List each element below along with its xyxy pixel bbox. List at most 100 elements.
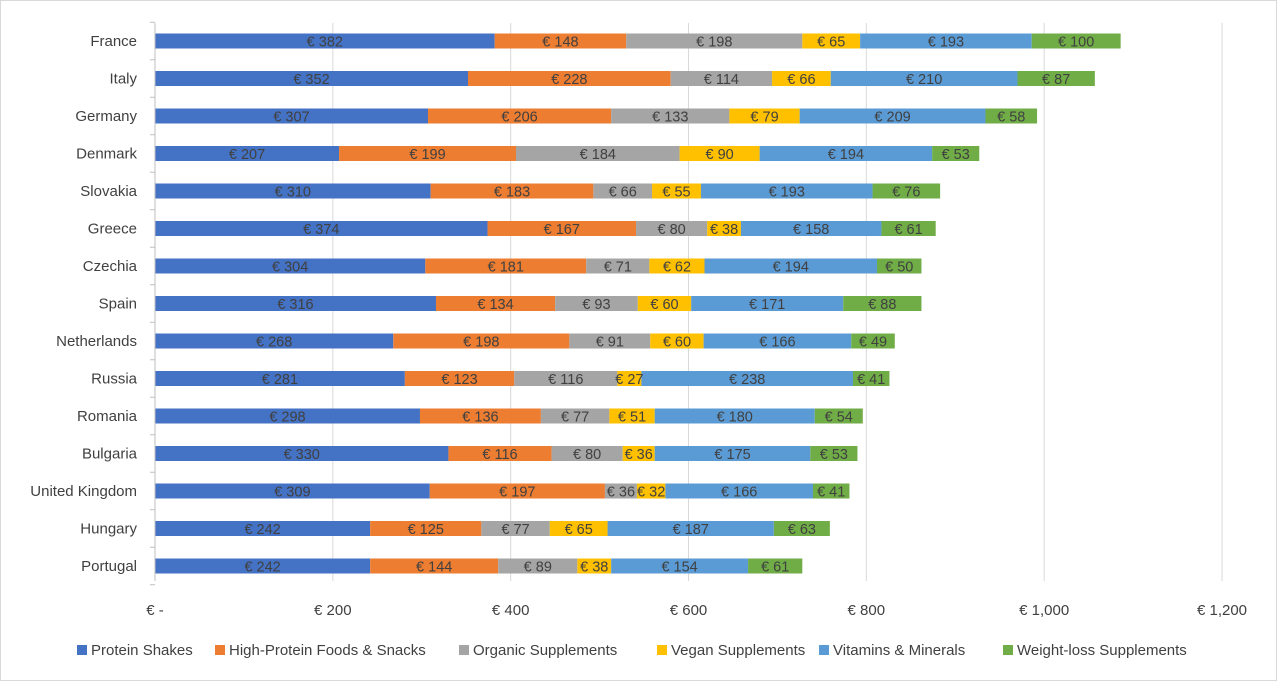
- bar-segment: [652, 183, 701, 199]
- data-label: € 187: [673, 522, 709, 538]
- bar-segment: [748, 558, 803, 574]
- category-label: Hungary: [80, 521, 137, 538]
- legend-label: Vegan Supplements: [671, 642, 805, 659]
- bar-segment: [814, 408, 863, 424]
- data-label: € 87: [1042, 72, 1070, 88]
- bar-segment: [703, 333, 852, 349]
- data-label: € 198: [696, 35, 732, 51]
- bar-segment: [577, 558, 612, 574]
- data-label: € 125: [408, 522, 444, 538]
- data-label: € 209: [874, 110, 910, 126]
- axes: € - € 200 € 400 € 600 € 800 € 1,000 € 1,200 Fra…: [30, 21, 1247, 619]
- category-label: Portugal: [81, 558, 137, 575]
- bar-segment: [155, 296, 436, 311]
- data-label: € 310: [275, 185, 311, 201]
- bar-segment: [636, 221, 708, 236]
- data-label: € 55: [662, 185, 690, 201]
- data-label: € 210: [906, 72, 942, 88]
- bar-segment: [626, 33, 803, 49]
- bar-segment: [487, 221, 637, 236]
- bar-segment: [155, 183, 431, 199]
- data-label: € 136: [462, 410, 498, 426]
- bar-segment: [155, 521, 371, 536]
- data-label: € 80: [657, 222, 685, 238]
- bar-segment: [609, 408, 655, 424]
- bar-segment: [654, 446, 811, 461]
- legend-label: High-Protein Foods & Snacks: [229, 642, 426, 659]
- data-label: € 309: [274, 485, 310, 501]
- data-label: € 79: [750, 110, 778, 126]
- bar-segment: [607, 521, 774, 536]
- legend-label: Organic Supplements: [473, 642, 617, 659]
- bar-segment: [636, 483, 666, 499]
- data-label: € 148: [542, 35, 578, 51]
- bar-segment: [679, 146, 760, 161]
- data-label: € 207: [229, 147, 265, 163]
- data-label: € 65: [817, 35, 845, 51]
- data-label: € 242: [244, 560, 280, 576]
- data-label: € 66: [787, 72, 815, 88]
- data-label: € 63: [788, 522, 816, 538]
- data-label: € 88: [868, 297, 896, 313]
- bar-segment: [429, 483, 605, 499]
- data-label: € 36: [625, 447, 653, 463]
- data-label: € 41: [817, 485, 845, 501]
- bar-segment: [729, 108, 800, 124]
- bar-segment: [604, 483, 637, 499]
- data-label: € 184: [580, 147, 616, 163]
- data-label: € 316: [277, 297, 313, 313]
- bar-segment: [932, 146, 980, 161]
- category-label: Czechia: [83, 258, 138, 275]
- data-label: € 382: [307, 35, 343, 51]
- x-tick-label: € 200: [314, 602, 352, 619]
- bar-segment: [611, 558, 749, 574]
- data-label: € 330: [284, 447, 320, 463]
- category-label: Netherlands: [56, 333, 137, 350]
- data-label: € 53: [820, 447, 848, 463]
- bar-segment: [773, 521, 830, 536]
- x-tick-label: € -: [146, 602, 164, 619]
- bar-segment: [155, 71, 468, 86]
- data-label: € 175: [714, 447, 750, 463]
- data-label: € 133: [652, 110, 688, 126]
- data-labels: € 382 € 148 € 198 € 65 € 193 € 100 € 352 € 228 €…: [229, 35, 1094, 576]
- data-label: € 54: [825, 410, 853, 426]
- bar-segment: [985, 108, 1038, 124]
- data-label: € 171: [749, 297, 785, 313]
- data-label: € 32: [637, 485, 665, 501]
- data-label: € 193: [928, 35, 964, 51]
- bar-segment: [740, 221, 882, 236]
- bar-segment: [467, 71, 671, 86]
- category-label: Greece: [88, 221, 137, 238]
- data-label: € 167: [544, 222, 580, 238]
- bar-segment: [637, 296, 692, 311]
- data-label: € 77: [501, 522, 529, 538]
- bar-segment: [877, 258, 922, 274]
- data-label: € 352: [293, 72, 329, 88]
- bar-segment: [569, 333, 651, 349]
- bar-segment: [810, 446, 858, 461]
- data-label: € 134: [477, 297, 513, 313]
- data-label: € 49: [859, 335, 887, 351]
- bar-segment: [155, 333, 394, 349]
- bar-segment: [860, 33, 1032, 49]
- bar-segment: [650, 333, 704, 349]
- bar-segment: [617, 371, 642, 386]
- category-label: Russia: [91, 371, 138, 388]
- bar-segment: [852, 371, 890, 386]
- data-label: € 77: [561, 410, 589, 426]
- bar-segment: [802, 33, 861, 49]
- bar-segment: [593, 183, 653, 199]
- category-label: Slovakia: [80, 183, 137, 200]
- data-label: € 166: [721, 485, 757, 501]
- category-label: France: [90, 33, 137, 50]
- bar-segment: [540, 408, 610, 424]
- legend-swatch: [77, 645, 87, 655]
- bar-segment: [586, 258, 650, 274]
- bar-segment: [670, 71, 773, 86]
- data-label: € 298: [269, 410, 305, 426]
- data-label: € 193: [769, 185, 805, 201]
- data-label: € 61: [894, 222, 922, 238]
- legend-label: Vitamins & Minerals: [833, 642, 965, 659]
